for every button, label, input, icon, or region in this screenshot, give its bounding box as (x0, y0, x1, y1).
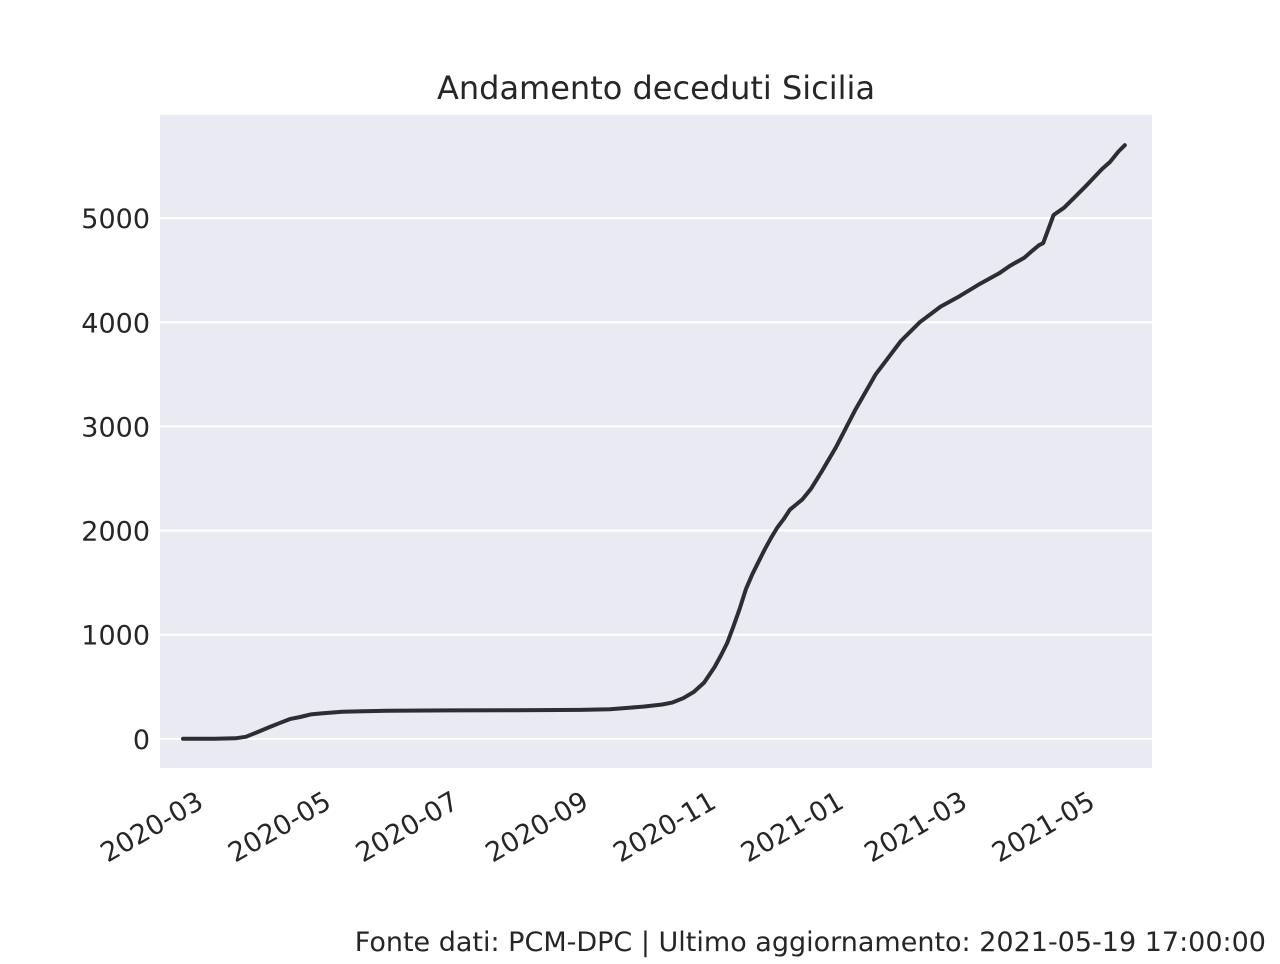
source-note: Fonte dati: PCM-DPC | Ultimo aggiornamen… (355, 927, 1266, 958)
y-tick-label: 4000 (81, 308, 150, 339)
grid-lines (160, 217, 1152, 740)
plot-area (160, 115, 1152, 768)
y-tick-labels: 0 1000 2000 3000 4000 5000 (81, 204, 150, 756)
x-tick-label: 2020-11 (608, 786, 721, 869)
x-tick-label: 2021-01 (736, 786, 849, 869)
y-tick-label: 3000 (81, 412, 150, 443)
x-tick-label: 2021-05 (987, 786, 1100, 869)
x-tick-label: 2020-07 (351, 786, 464, 869)
x-tick-labels: 2020-03 2020-05 2020-07 2020-09 2020-11 2021-… (95, 786, 1100, 869)
chart-title: Andamento deceduti Sicilia (437, 69, 875, 107)
y-tick-label: 5000 (81, 204, 150, 235)
x-tick-label: 2020-09 (481, 786, 594, 869)
y-tick-label: 1000 (81, 621, 150, 652)
x-tick-label: 2021-03 (859, 786, 972, 869)
x-tick-label: 2020-03 (95, 786, 208, 869)
series-line (181, 143, 1127, 741)
y-tick-label: 2000 (81, 517, 150, 548)
y-tick-label: 0 (133, 725, 150, 756)
x-tick-label: 2020-05 (223, 786, 336, 869)
